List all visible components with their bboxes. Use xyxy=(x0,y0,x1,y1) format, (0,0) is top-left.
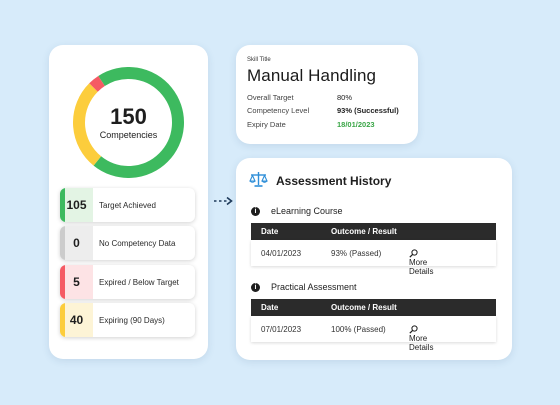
competency-summary-card: 150 Competencies 105 Target Achieved 0 N… xyxy=(49,45,208,359)
info-icon: i xyxy=(251,206,260,216)
expiry-date-label: Expiry Date xyxy=(247,120,286,129)
stat-color-bar xyxy=(60,226,65,260)
stat-color-bar xyxy=(60,265,65,299)
donut-segment-expired xyxy=(89,75,105,92)
more-details-link[interactable]: More Details xyxy=(409,249,433,276)
overall-target-label: Overall Target xyxy=(247,93,294,102)
header-outcome: Outcome / Result xyxy=(331,227,397,236)
skill-details-card: Skill Title Manual Handling Overall Targ… xyxy=(236,45,418,144)
scales-icon xyxy=(249,172,268,187)
stat-expiring[interactable]: 40 Expiring (90 Days) xyxy=(60,303,195,337)
stat-number: 105 xyxy=(60,188,93,222)
competency-level-label: Competency Level xyxy=(247,106,310,115)
skill-title: Manual Handling xyxy=(247,66,377,85)
row-date: 07/01/2023 xyxy=(261,325,302,334)
table-header: Date Outcome / Result xyxy=(251,299,496,316)
stat-number: 0 xyxy=(60,226,93,260)
section-title: eLearning Course xyxy=(271,206,343,216)
dashed-arrow-icon xyxy=(214,196,233,206)
overall-target-value: 80% xyxy=(337,93,353,102)
elearning-table: Date Outcome / Result 04/01/2023 93% (Pa… xyxy=(251,223,496,276)
stat-number: 40 xyxy=(60,303,93,337)
row-date: 04/01/2023 xyxy=(261,249,302,258)
competency-level-value: 93% (Successful) xyxy=(337,106,399,115)
assessment-history-card: Assessment History i eLearning Course Da… xyxy=(236,158,512,360)
section-practical-header: i Practical Assessment xyxy=(251,282,357,292)
row-result: 93% (Passed) xyxy=(331,249,382,258)
assessment-history-title: Assessment History xyxy=(276,174,392,188)
search-icon xyxy=(409,249,418,258)
section-title: Practical Assessment xyxy=(271,282,357,292)
stat-label: No Competency Data xyxy=(99,238,176,248)
table-row: 04/01/2023 93% (Passed) More Details xyxy=(251,240,496,276)
stat-label: Expired / Below Target xyxy=(99,277,179,287)
donut-segment-expiring xyxy=(73,83,102,166)
stat-expired[interactable]: 5 Expired / Below Target xyxy=(60,265,195,299)
donut-svg xyxy=(73,67,184,178)
table-header: Date Outcome / Result xyxy=(251,223,496,240)
header-date: Date xyxy=(261,303,279,312)
competency-donut-chart: 150 Competencies xyxy=(73,67,184,178)
stat-label: Expiring (90 Days) xyxy=(99,315,165,325)
stat-no-data[interactable]: 0 No Competency Data xyxy=(60,226,195,260)
total-competencies-label: Competencies xyxy=(99,129,158,140)
expiry-date-value: 18/01/2023 xyxy=(337,120,375,129)
header-outcome: Outcome / Result xyxy=(331,303,397,312)
search-icon xyxy=(409,325,418,334)
row-result: 100% (Passed) xyxy=(331,325,386,334)
more-details-label: More Details xyxy=(409,258,434,276)
stat-number: 5 xyxy=(60,265,93,299)
stat-color-bar xyxy=(60,188,65,222)
table-row: 07/01/2023 100% (Passed) More Details xyxy=(251,316,496,352)
info-icon: i xyxy=(251,282,260,292)
stat-color-bar xyxy=(60,303,65,337)
stat-target-achieved[interactable]: 105 Target Achieved xyxy=(60,188,195,222)
skill-title-label: Skill Title xyxy=(247,57,271,63)
practical-table: Date Outcome / Result 07/01/2023 100% (P… xyxy=(251,299,496,352)
section-elearning-header: i eLearning Course xyxy=(251,206,343,216)
stat-label: Target Achieved xyxy=(99,200,156,210)
header-date: Date xyxy=(261,227,279,236)
total-competencies-count: 150 xyxy=(110,103,147,129)
more-details-label: More Details xyxy=(409,334,434,352)
donut-segment-target-achieved xyxy=(93,67,184,178)
more-details-link[interactable]: More Details xyxy=(409,325,433,352)
